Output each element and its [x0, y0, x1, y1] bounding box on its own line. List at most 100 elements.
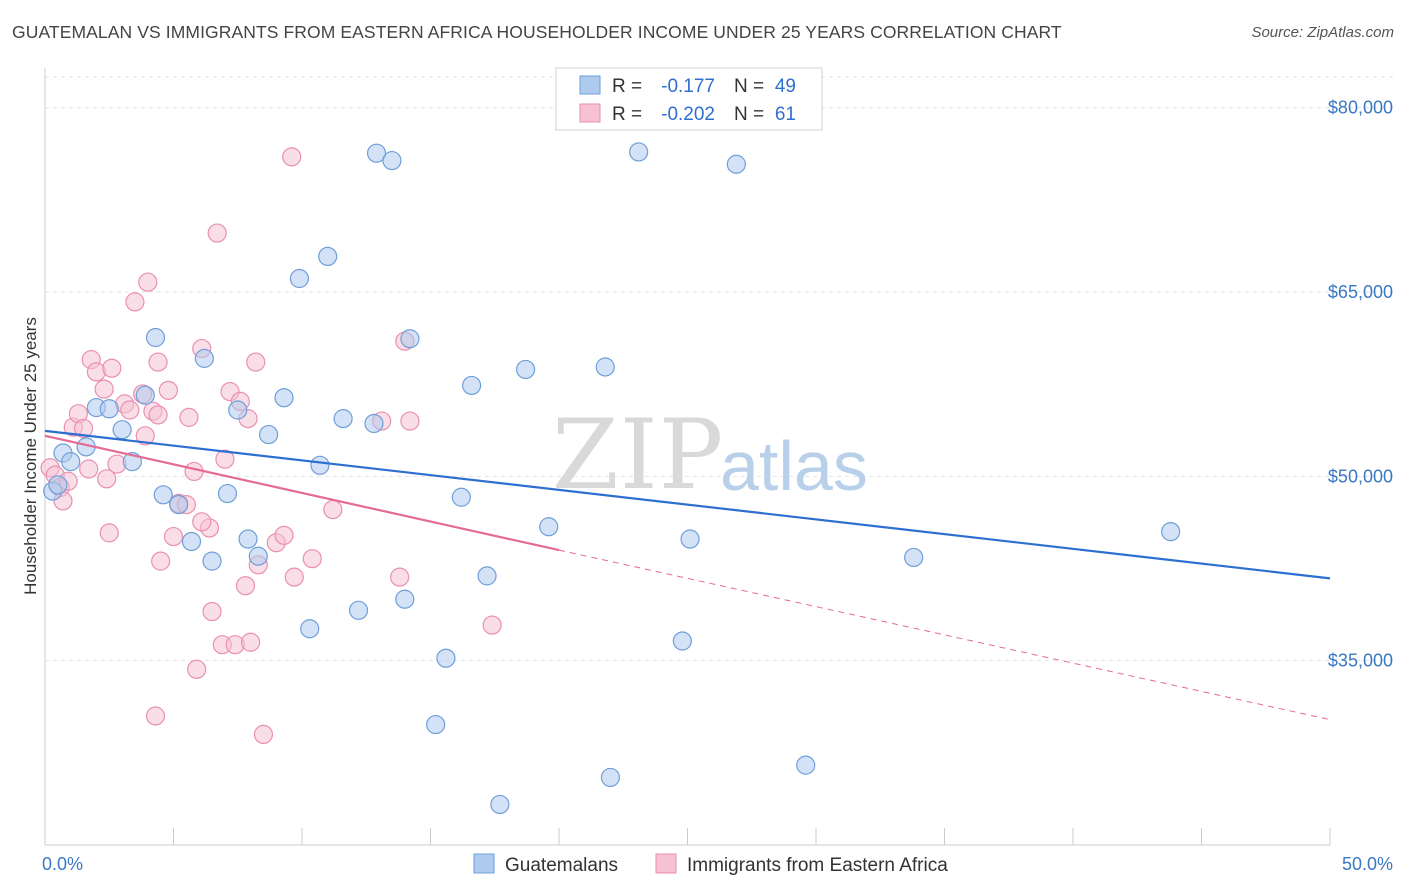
point-guatemalans	[300, 619, 320, 639]
point-immigrants	[179, 407, 199, 427]
point-immigrants	[138, 272, 158, 292]
point-immigrants	[94, 379, 114, 399]
point-guatemalans	[726, 154, 746, 174]
point-guatemalans	[202, 551, 222, 571]
point-immigrants	[302, 549, 322, 569]
trend-line-immigrants	[44, 434, 560, 552]
point-guatemalans	[515, 359, 536, 380]
point-immigrants	[274, 525, 294, 545]
point-immigrants	[215, 449, 235, 469]
point-guatemalans	[595, 357, 615, 377]
point-guatemalans	[333, 409, 353, 429]
point-guatemalans	[364, 413, 384, 434]
y-tick-label: $35,000	[1328, 651, 1393, 671]
series-immigrants-points	[40, 147, 502, 745]
point-guatemalans	[181, 531, 202, 552]
chart-title: GUATEMALAN VS IMMIGRANTS FROM EASTERN AF…	[12, 22, 1062, 42]
legend-r-value-2: -0.202	[661, 104, 715, 125]
point-immigrants	[241, 632, 261, 652]
bottom-legend-label-guatemalans: Guatemalans	[505, 855, 618, 876]
point-guatemalans	[672, 631, 692, 651]
point-guatemalans	[462, 375, 482, 396]
point-guatemalans	[395, 589, 415, 609]
y-tick-label: $65,000	[1328, 282, 1393, 302]
point-immigrants	[390, 567, 410, 587]
grid	[45, 76, 1393, 662]
point-guatemalans	[796, 755, 816, 775]
point-immigrants	[125, 292, 145, 312]
watermark-zip: ZIP	[552, 399, 724, 511]
point-immigrants	[79, 459, 99, 479]
legend: R = -0.177 N = 49 R = -0.202 N = 61	[555, 67, 823, 131]
x-ticks	[44, 828, 1331, 845]
y-tick-label: $50,000	[1328, 466, 1393, 486]
point-immigrants	[97, 469, 117, 489]
point-guatemalans	[680, 529, 700, 549]
point-guatemalans	[228, 400, 248, 420]
point-immigrants	[323, 499, 343, 520]
bottom-legend-swatch-guatemalans	[473, 853, 495, 874]
point-immigrants	[235, 576, 256, 596]
point-immigrants	[482, 615, 502, 635]
point-immigrants	[187, 659, 207, 679]
point-guatemalans	[451, 487, 471, 507]
source-credit: Source: ZipAtlas.com	[1251, 24, 1394, 41]
y-tick-labels: $35,000 $50,000 $65,000 $80,000	[1328, 98, 1393, 671]
x-tick-label-min: 0.0%	[42, 854, 83, 874]
legend-n-value-1: 49	[775, 76, 796, 97]
bottom-legend: Guatemalans Immigrants from Eastern Afri…	[473, 853, 948, 876]
bottom-legend-label-immigrants: Immigrants from Eastern Africa	[687, 855, 948, 876]
point-immigrants	[192, 512, 212, 532]
point-guatemalans	[99, 399, 119, 419]
point-guatemalans	[1161, 522, 1181, 542]
point-guatemalans	[145, 327, 166, 348]
point-guatemalans	[258, 424, 279, 445]
legend-swatch-blue	[579, 75, 601, 95]
point-immigrants	[73, 418, 94, 439]
point-guatemalans	[382, 150, 402, 171]
point-guatemalans	[600, 767, 621, 788]
point-immigrants	[284, 567, 304, 587]
point-guatemalans	[217, 483, 238, 504]
y-axis-title: Householder Income Under 25 years	[21, 317, 40, 595]
legend-n-value-2: 61	[775, 104, 796, 125]
point-guatemalans	[629, 142, 649, 162]
watermark-atlas: atlas	[720, 427, 868, 505]
point-immigrants	[158, 380, 178, 400]
point-immigrants	[145, 706, 166, 726]
point-guatemalans	[904, 547, 924, 568]
point-guatemalans	[310, 455, 330, 475]
x-tick-label-max: 50.0%	[1342, 854, 1393, 874]
point-immigrants	[148, 352, 168, 372]
point-guatemalans	[112, 420, 132, 440]
point-immigrants	[282, 147, 302, 167]
point-immigrants	[120, 400, 140, 420]
point-immigrants	[253, 724, 274, 745]
legend-swatch-pink	[579, 103, 601, 123]
point-immigrants	[202, 601, 222, 622]
point-immigrants	[135, 426, 155, 446]
watermark: ZIP atlas	[552, 399, 868, 511]
point-guatemalans	[135, 385, 155, 405]
legend-r-label-1: R =	[612, 76, 642, 97]
point-guatemalans	[477, 566, 497, 586]
point-guatemalans	[274, 388, 294, 408]
point-guatemalans	[61, 452, 81, 472]
point-immigrants	[246, 352, 266, 372]
point-guatemalans	[490, 794, 510, 815]
trend-line-guatemalans	[44, 429, 1331, 580]
point-immigrants	[148, 405, 168, 425]
legend-r-value-1: -0.177	[661, 76, 715, 97]
point-guatemalans	[539, 517, 559, 537]
bottom-legend-swatch-immigrants	[655, 853, 677, 874]
point-guatemalans	[169, 495, 189, 515]
point-guatemalans	[400, 329, 420, 349]
point-guatemalans	[153, 485, 173, 505]
point-immigrants	[151, 551, 171, 571]
point-guatemalans	[318, 246, 338, 267]
point-guatemalans	[436, 648, 456, 668]
point-guatemalans	[248, 546, 268, 566]
legend-r-label-2: R =	[612, 104, 642, 125]
trend-lines	[44, 429, 1331, 721]
